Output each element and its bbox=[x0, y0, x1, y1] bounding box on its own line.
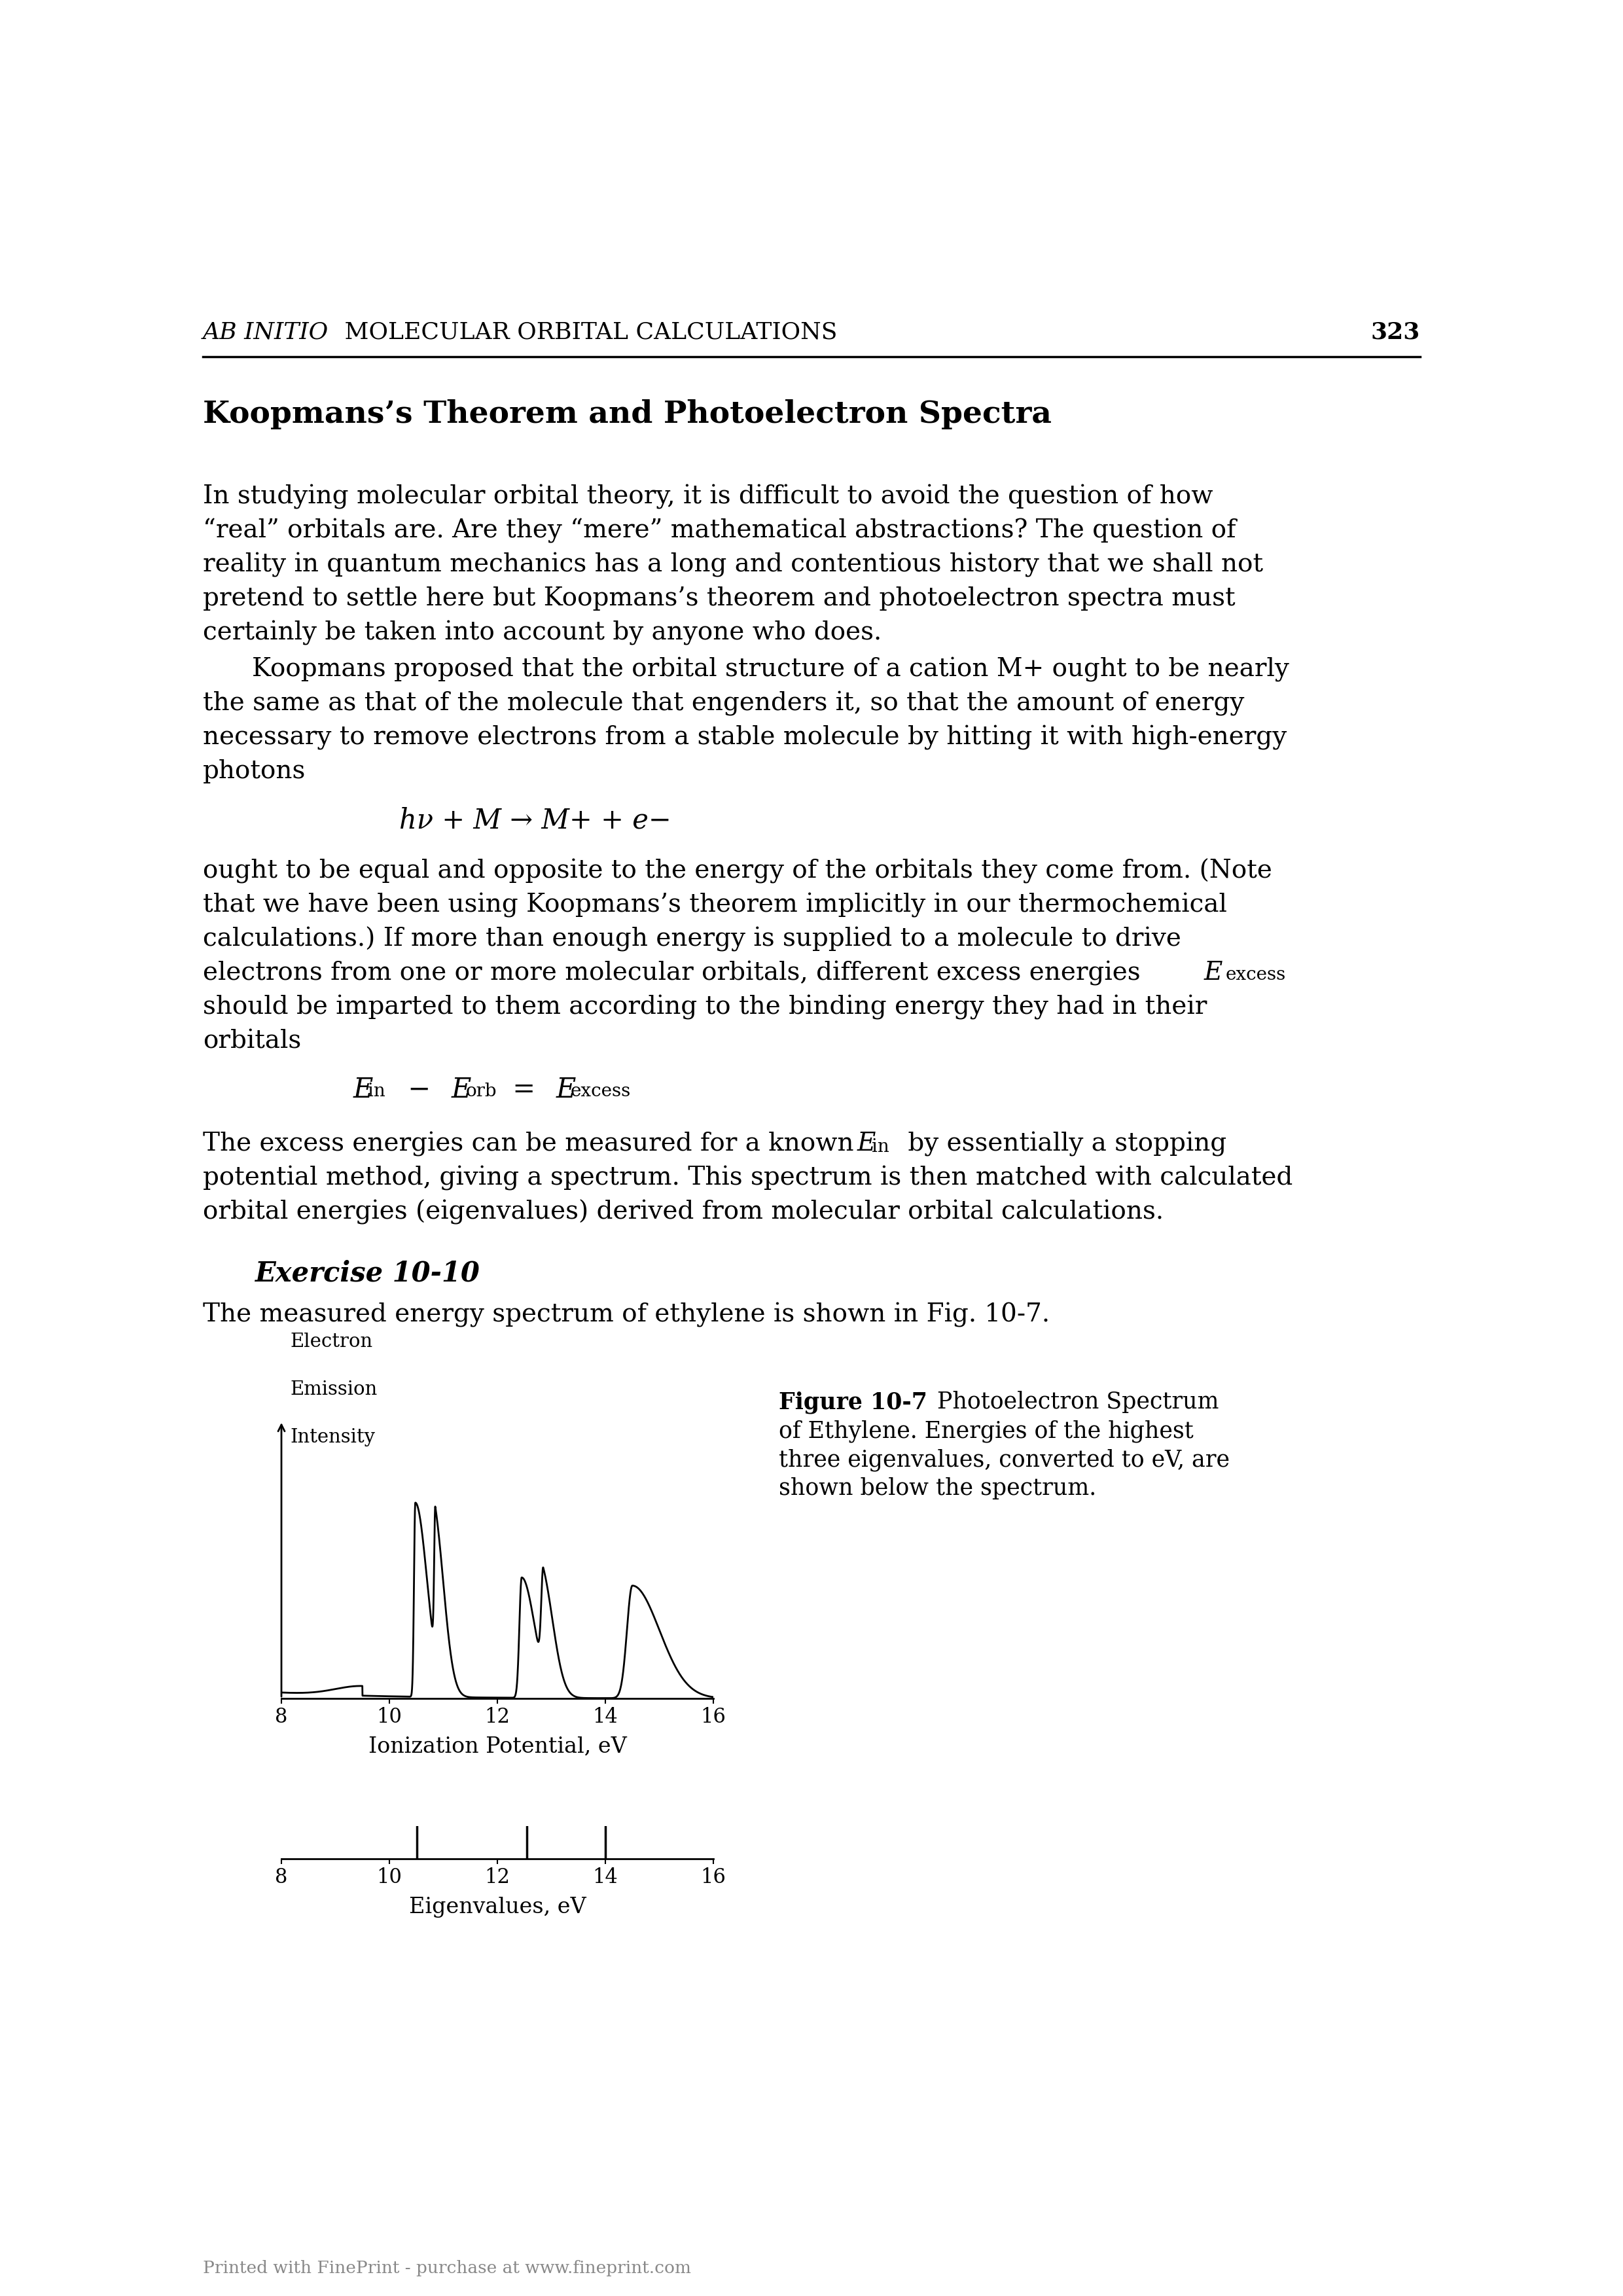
Text: electrons from one or more molecular orbitals, different excess energies: electrons from one or more molecular orb… bbox=[203, 960, 1149, 985]
Text: potential method, giving a spectrum. This spectrum is then matched with calculat: potential method, giving a spectrum. Thi… bbox=[203, 1166, 1294, 1192]
Text: Emission: Emission bbox=[291, 1380, 377, 1398]
Text: Koopmans proposed that the orbital structure of a cation M+ ought to be nearly: Koopmans proposed that the orbital struc… bbox=[252, 657, 1289, 682]
Text: Exercise 10-10: Exercise 10-10 bbox=[255, 1261, 480, 1288]
Text: E: E bbox=[451, 1077, 471, 1104]
X-axis label: Ionization Potential, eV: Ionization Potential, eV bbox=[368, 1736, 626, 1756]
Text: In studying molecular orbital theory, it is difficult to avoid the question of h: In studying molecular orbital theory, it… bbox=[203, 484, 1212, 510]
Text: −: − bbox=[399, 1077, 440, 1104]
Text: The measured energy spectrum of ethylene is shown in Fig. 10-7.: The measured energy spectrum of ethylene… bbox=[203, 1302, 1050, 1327]
Text: ought to be equal and opposite to the energy of the orbitals they come from. (No: ought to be equal and opposite to the en… bbox=[203, 859, 1272, 884]
Text: necessary to remove electrons from a stable molecule by hitting it with high-ene: necessary to remove electrons from a sta… bbox=[203, 726, 1287, 751]
Text: shown below the spectrum.: shown below the spectrum. bbox=[779, 1476, 1097, 1499]
Text: by essentially a stopping: by essentially a stopping bbox=[899, 1132, 1227, 1157]
Text: orbital energies (eigenvalues) derived from molecular orbital calculations.: orbital energies (eigenvalues) derived f… bbox=[203, 1201, 1164, 1224]
Text: reality in quantum mechanics has a long and contentious history that we shall no: reality in quantum mechanics has a long … bbox=[203, 553, 1263, 576]
Text: photons: photons bbox=[203, 760, 305, 783]
Text: E: E bbox=[1204, 960, 1222, 985]
Text: excess: excess bbox=[571, 1081, 631, 1100]
X-axis label: Eigenvalues, eV: Eigenvalues, eV bbox=[409, 1896, 586, 1917]
Text: should be imparted to them according to the binding energy they had in their: should be imparted to them according to … bbox=[203, 994, 1208, 1019]
Text: “real” orbitals are. Are they “mere” mathematical abstractions? The question of: “real” orbitals are. Are they “mere” mat… bbox=[203, 519, 1235, 544]
Text: MOLECULAR ORBITAL CALCULATIONS: MOLECULAR ORBITAL CALCULATIONS bbox=[338, 321, 837, 342]
Text: pretend to settle here but Koopmans’s theorem and photoelectron spectra must: pretend to settle here but Koopmans’s th… bbox=[203, 585, 1235, 611]
Text: orbitals: orbitals bbox=[203, 1029, 302, 1054]
Text: E: E bbox=[557, 1077, 576, 1104]
Text: E: E bbox=[857, 1132, 876, 1155]
Text: hν + M → M+ + e−: hν + M → M+ + e− bbox=[399, 806, 672, 833]
Text: certainly be taken into account by anyone who does.: certainly be taken into account by anyon… bbox=[203, 620, 881, 645]
Text: of Ethylene. Energies of the highest: of Ethylene. Energies of the highest bbox=[779, 1419, 1193, 1442]
Text: Koopmans’s Theorem and Photoelectron Spectra: Koopmans’s Theorem and Photoelectron Spe… bbox=[203, 400, 1052, 429]
Text: The excess energies can be measured for a known: The excess energies can be measured for … bbox=[203, 1132, 862, 1157]
Text: that we have been using Koopmans’s theorem implicitly in our thermochemical: that we have been using Koopmans’s theor… bbox=[203, 893, 1227, 918]
Text: the same as that of the molecule that engenders it, so that the amount of energy: the same as that of the molecule that en… bbox=[203, 691, 1245, 716]
Text: three eigenvalues, converted to eV, are: three eigenvalues, converted to eV, are bbox=[779, 1449, 1230, 1472]
Text: Photoelectron Spectrum: Photoelectron Spectrum bbox=[923, 1391, 1219, 1412]
Text: =: = bbox=[503, 1077, 544, 1104]
Text: calculations.) If more than enough energy is supplied to a molecule to drive: calculations.) If more than enough energ… bbox=[203, 928, 1182, 953]
Text: excess: excess bbox=[1225, 967, 1285, 983]
Text: in: in bbox=[872, 1139, 889, 1155]
Text: E: E bbox=[354, 1077, 373, 1104]
Text: AB INITIO: AB INITIO bbox=[203, 321, 329, 342]
Text: Electron: Electron bbox=[291, 1332, 373, 1350]
Text: Intensity: Intensity bbox=[291, 1428, 375, 1446]
Text: Printed with FinePrint - purchase at www.fineprint.com: Printed with FinePrint - purchase at www… bbox=[203, 2259, 691, 2275]
Text: in: in bbox=[368, 1081, 385, 1100]
Text: orb: orb bbox=[466, 1081, 497, 1100]
Text: 323: 323 bbox=[1371, 321, 1420, 342]
Text: Figure 10-7: Figure 10-7 bbox=[779, 1391, 927, 1414]
